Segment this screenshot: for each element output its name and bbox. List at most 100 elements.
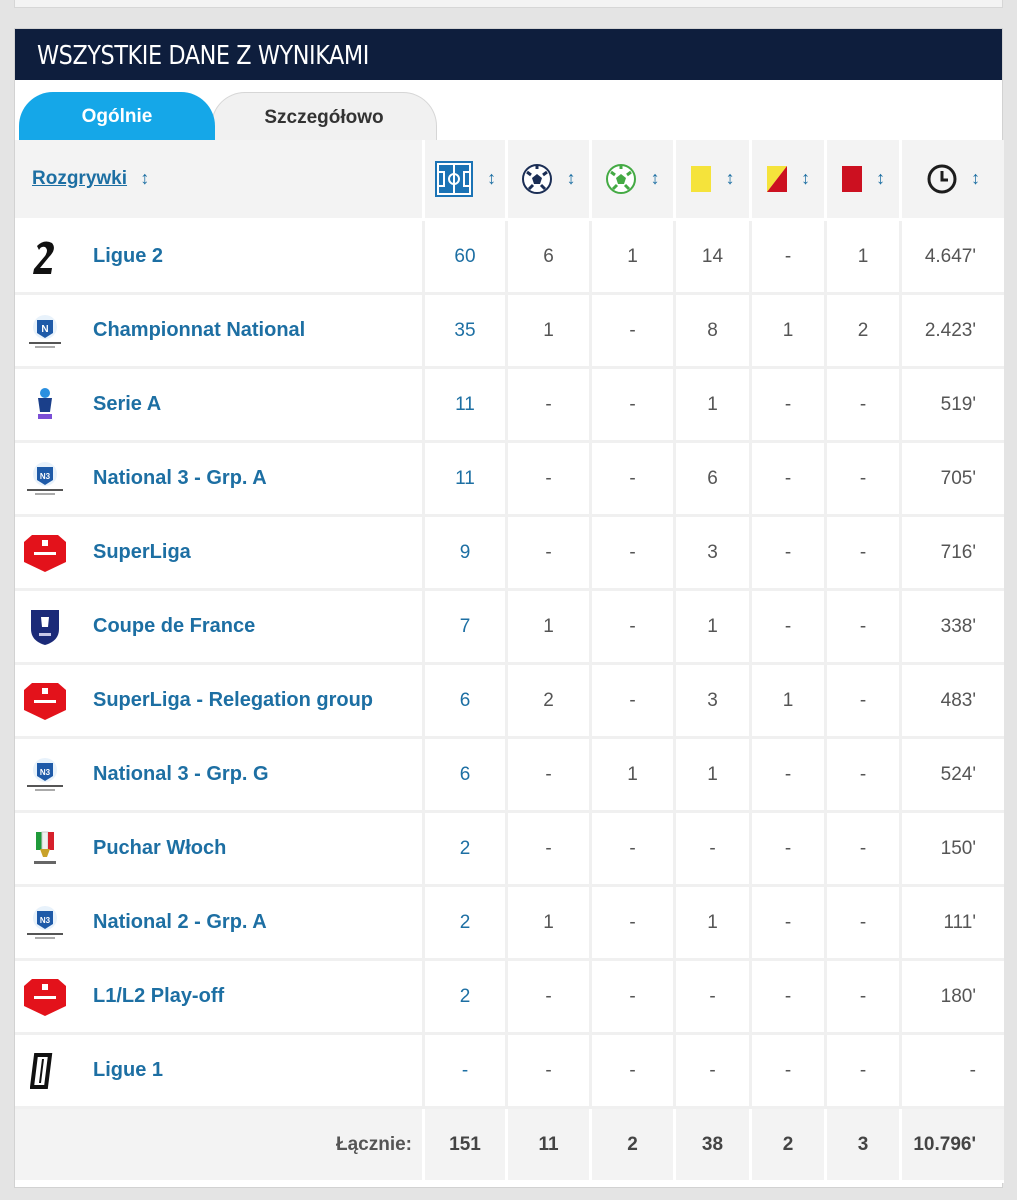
second-yellow-cell: - bbox=[752, 1035, 827, 1109]
tab-general[interactable]: Ogólnie bbox=[19, 92, 215, 140]
minutes-cell: 716' bbox=[902, 517, 1004, 591]
competition-link[interactable]: National 3 - Grp. A bbox=[93, 467, 267, 489]
second-yellow-cell: 1 bbox=[752, 665, 827, 739]
yellow-cards-cell: 1 bbox=[676, 887, 752, 961]
ligue1-logo-icon bbox=[15, 1051, 75, 1091]
red-cards-cell: - bbox=[827, 813, 902, 887]
competition-link[interactable]: Championnat National bbox=[93, 319, 306, 341]
competition-header: Rozgrywki ↕ bbox=[15, 140, 425, 221]
appearances-cell[interactable]: 60 bbox=[425, 221, 508, 295]
second-yellow-cell: - bbox=[752, 887, 827, 961]
sort-icon: ↕ bbox=[725, 168, 735, 189]
second-yellow-header[interactable]: ↕ bbox=[752, 140, 827, 221]
competition-link[interactable]: SuperLiga bbox=[93, 541, 191, 563]
card-header: WSZYSTKIE DANE Z WYNIKAMI bbox=[15, 29, 1002, 80]
yellow-cards-cell: 3 bbox=[676, 517, 752, 591]
goals-cell: 1 bbox=[508, 887, 592, 961]
appearances-cell[interactable]: 35 bbox=[425, 295, 508, 369]
minutes-header[interactable]: ↕ bbox=[902, 140, 1004, 221]
assists-cell: - bbox=[592, 591, 676, 665]
competition-cell: N Championnat National bbox=[15, 295, 425, 369]
table-row: N3 National 2 - Grp. A 2 1-1- -111' bbox=[15, 887, 1004, 961]
coupe-de-france-logo-icon bbox=[15, 607, 75, 647]
appearances-cell[interactable]: 2 bbox=[425, 887, 508, 961]
table-row: Serie A 11- -1- -519' bbox=[15, 369, 1004, 443]
yellow-card-icon bbox=[690, 165, 712, 193]
appearances-cell[interactable]: - bbox=[425, 1035, 508, 1109]
competition-link[interactable]: Puchar Włoch bbox=[93, 837, 227, 859]
second-yellow-cell: - bbox=[752, 591, 827, 665]
appearances-cell[interactable]: 11 bbox=[425, 443, 508, 517]
second-yellow-cell: - bbox=[752, 961, 827, 1035]
yellow-cards-cell: 1 bbox=[676, 369, 752, 443]
sort-icon[interactable]: ↕ bbox=[140, 168, 150, 188]
yellow-cards-cell: - bbox=[676, 813, 752, 887]
competition-link[interactable]: Ligue 2 bbox=[93, 245, 164, 267]
assists-icon bbox=[605, 163, 637, 195]
table-row: Ligue 1------- bbox=[15, 1035, 1004, 1109]
table-row: L1/L2 Play-off 2- - - - -180' bbox=[15, 961, 1004, 1035]
totals-label: Łącznie: bbox=[15, 1109, 425, 1183]
total-red-cards: 3 bbox=[827, 1109, 902, 1183]
competition-link[interactable]: Ligue 1 bbox=[93, 1059, 164, 1081]
total-goals: 11 bbox=[508, 1109, 592, 1183]
competition-cell: SuperLiga - Relegation group bbox=[15, 665, 425, 739]
minutes-cell: 483' bbox=[902, 665, 1004, 739]
ligue2-logo-icon bbox=[15, 237, 75, 277]
assists-cell: 1 bbox=[592, 221, 676, 295]
goals-cell: - bbox=[508, 961, 592, 1035]
minutes-icon bbox=[926, 163, 958, 195]
competition-cell: N3 National 3 - Grp. G bbox=[15, 739, 425, 813]
assists-cell: - bbox=[592, 813, 676, 887]
coppa-italia-logo-icon bbox=[15, 829, 75, 869]
competition-link[interactable]: National 2 - Grp. A bbox=[93, 911, 267, 933]
card-title: WSZYSTKIE DANE Z WYNIKAMI bbox=[37, 41, 369, 71]
appearances-cell[interactable]: 9 bbox=[425, 517, 508, 591]
assists-header[interactable]: ↕ bbox=[592, 140, 676, 221]
minutes-cell: 524' bbox=[902, 739, 1004, 813]
tab-detailed[interactable]: Szczegółowo bbox=[211, 92, 437, 140]
competition-link[interactable]: L1/L2 Play-off bbox=[93, 985, 225, 1007]
red-card-header[interactable]: ↕ bbox=[827, 140, 902, 221]
competition-cell: Coupe de France bbox=[15, 591, 425, 665]
total-second-yellow: 2 bbox=[752, 1109, 827, 1183]
red-card-icon bbox=[841, 165, 863, 193]
table-row: N3 National 3 - Grp. A 11- -6- -705' bbox=[15, 443, 1004, 517]
red-cards-cell: - bbox=[827, 961, 902, 1035]
appearances-cell[interactable]: 6 bbox=[425, 665, 508, 739]
appearances-cell[interactable]: 11 bbox=[425, 369, 508, 443]
goals-header[interactable]: ↕ bbox=[508, 140, 592, 221]
competition-link[interactable]: Serie A bbox=[93, 393, 162, 415]
minutes-cell: 4.647' bbox=[902, 221, 1004, 295]
competition-link[interactable]: National 3 - Grp. G bbox=[93, 763, 269, 785]
appearances-cell[interactable]: 2 bbox=[425, 813, 508, 887]
yellow-card-header[interactable]: ↕ bbox=[676, 140, 752, 221]
red-cards-cell: - bbox=[827, 665, 902, 739]
appearances-cell[interactable]: 7 bbox=[425, 591, 508, 665]
minutes-cell: 111' bbox=[902, 887, 1004, 961]
goals-cell: - bbox=[508, 739, 592, 813]
competition-sort-link[interactable]: Rozgrywki bbox=[32, 168, 128, 189]
table-row: SuperLiga - Relegation group 6 2-3 1-483' bbox=[15, 665, 1004, 739]
minutes-cell: - bbox=[902, 1035, 1004, 1109]
appearances-cell[interactable]: 2 bbox=[425, 961, 508, 1035]
total-assists: 2 bbox=[592, 1109, 676, 1183]
second-yellow-cell: - bbox=[752, 517, 827, 591]
red-cards-cell: - bbox=[827, 887, 902, 961]
yellow-cards-cell: 1 bbox=[676, 739, 752, 813]
yellow-cards-cell: 1 bbox=[676, 591, 752, 665]
second-yellow-cell: - bbox=[752, 739, 827, 813]
appearances-header[interactable]: ↕ bbox=[425, 140, 508, 221]
table-row: Puchar Włoch 2- - - - -150' bbox=[15, 813, 1004, 887]
goals-cell: 1 bbox=[508, 295, 592, 369]
competition-link[interactable]: SuperLiga - Relegation group bbox=[93, 689, 374, 711]
superliga-logo-icon bbox=[15, 532, 75, 574]
appearances-cell[interactable]: 6 bbox=[425, 739, 508, 813]
competition-link[interactable]: Coupe de France bbox=[93, 615, 256, 637]
superliga-logo-icon bbox=[15, 976, 75, 1018]
minutes-cell: 705' bbox=[902, 443, 1004, 517]
competition-cell: Ligue 1 bbox=[15, 1035, 425, 1109]
minutes-cell: 519' bbox=[902, 369, 1004, 443]
goals-cell: - bbox=[508, 813, 592, 887]
assists-cell: - bbox=[592, 1035, 676, 1109]
